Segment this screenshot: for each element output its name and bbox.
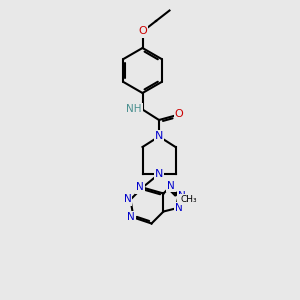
Text: N: N <box>178 191 185 202</box>
Text: O: O <box>138 26 147 37</box>
Text: N: N <box>124 194 131 205</box>
Text: N: N <box>155 169 163 179</box>
Text: NH: NH <box>126 104 142 115</box>
Text: O: O <box>175 109 184 119</box>
Text: N: N <box>127 212 135 223</box>
Text: N: N <box>167 181 175 191</box>
Text: N: N <box>136 182 144 193</box>
Text: N: N <box>175 203 182 214</box>
Text: N: N <box>155 131 163 142</box>
Text: CH₃: CH₃ <box>180 195 197 204</box>
